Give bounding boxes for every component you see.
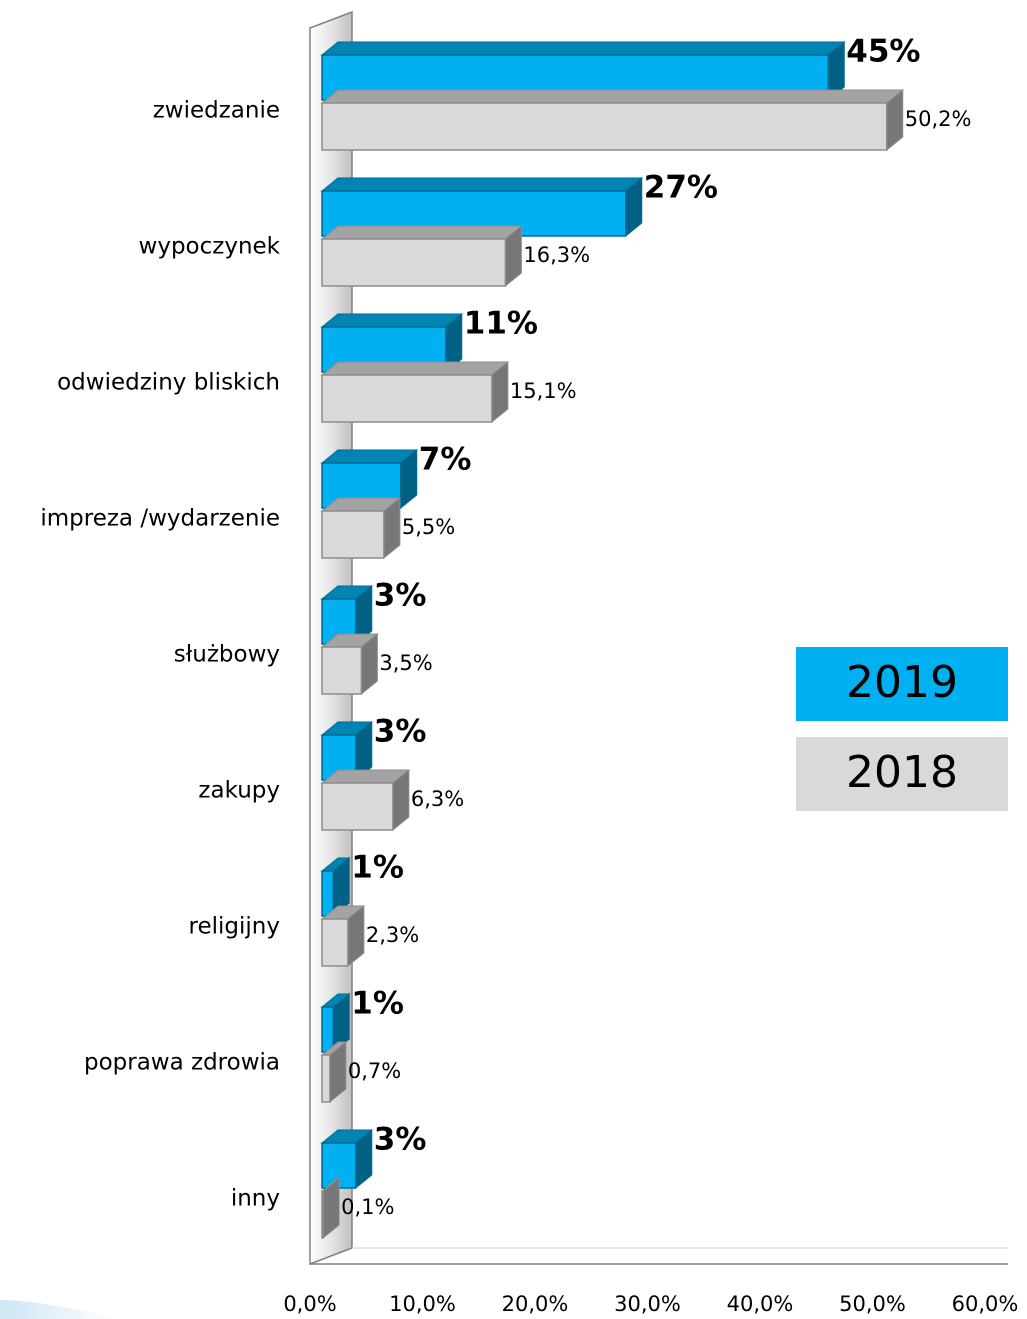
category-label: impreza /wydarzenie	[40, 506, 280, 532]
bar	[321, 102, 888, 151]
bar	[321, 374, 493, 423]
category-label: wypoczynek	[139, 234, 281, 260]
value-label: 3%	[374, 1122, 427, 1158]
bar	[321, 646, 363, 695]
value-label: 1%	[351, 986, 404, 1022]
bar	[321, 1054, 331, 1103]
legend-swatch	[796, 737, 1008, 811]
value-label: 45%	[846, 34, 920, 70]
bar	[321, 1190, 324, 1239]
decoration	[0, 1300, 120, 1319]
value-label: 3%	[374, 714, 427, 750]
value-label: 2,3%	[366, 923, 419, 947]
x-tick-label: 0,0%	[283, 1292, 336, 1316]
legend-swatch	[796, 647, 1008, 721]
value-label: 1%	[351, 850, 404, 886]
bar	[321, 1006, 334, 1053]
value-label: 27%	[644, 170, 718, 206]
value-label: 50,2%	[905, 107, 972, 131]
category-label: służbowy	[174, 642, 280, 668]
category-label: odwiedziny bliskich	[57, 370, 280, 396]
bar	[321, 870, 334, 917]
category-label: religijny	[189, 914, 280, 940]
x-tick-label: 60,0%	[952, 1292, 1019, 1316]
legend-label: 2018	[846, 747, 958, 798]
bar-top	[320, 313, 464, 328]
value-label: 5,5%	[402, 515, 455, 539]
value-label: 7%	[419, 442, 472, 478]
bar-top	[320, 225, 523, 240]
x-tick-label: 50,0%	[839, 1292, 906, 1316]
bar	[321, 918, 349, 967]
value-label: 6,3%	[411, 787, 464, 811]
value-label: 0,1%	[341, 1195, 394, 1219]
bar-top	[320, 41, 846, 56]
category-label: zakupy	[198, 778, 280, 804]
value-label: 0,7%	[348, 1059, 401, 1083]
x-tick-label: 30,0%	[614, 1292, 681, 1316]
bar	[321, 782, 394, 831]
value-label: 11%	[464, 306, 538, 342]
x-tick-label: 20,0%	[502, 1292, 569, 1316]
bar	[321, 510, 385, 559]
legend-label: 2019	[846, 657, 958, 708]
x-tick-label: 10,0%	[389, 1292, 456, 1316]
bar-top	[320, 89, 905, 104]
category-label: zwiedzanie	[153, 98, 280, 124]
category-label: poprawa zdrowia	[84, 1050, 280, 1076]
value-label: 3,5%	[379, 651, 432, 675]
x-tick-label: 40,0%	[727, 1292, 794, 1316]
bar-top	[320, 177, 644, 192]
value-label: 16,3%	[523, 243, 590, 267]
bar-top	[320, 361, 510, 376]
value-label: 15,1%	[510, 379, 577, 403]
bar	[321, 238, 507, 287]
category-label: inny	[231, 1186, 280, 1212]
value-label: 3%	[374, 578, 427, 614]
